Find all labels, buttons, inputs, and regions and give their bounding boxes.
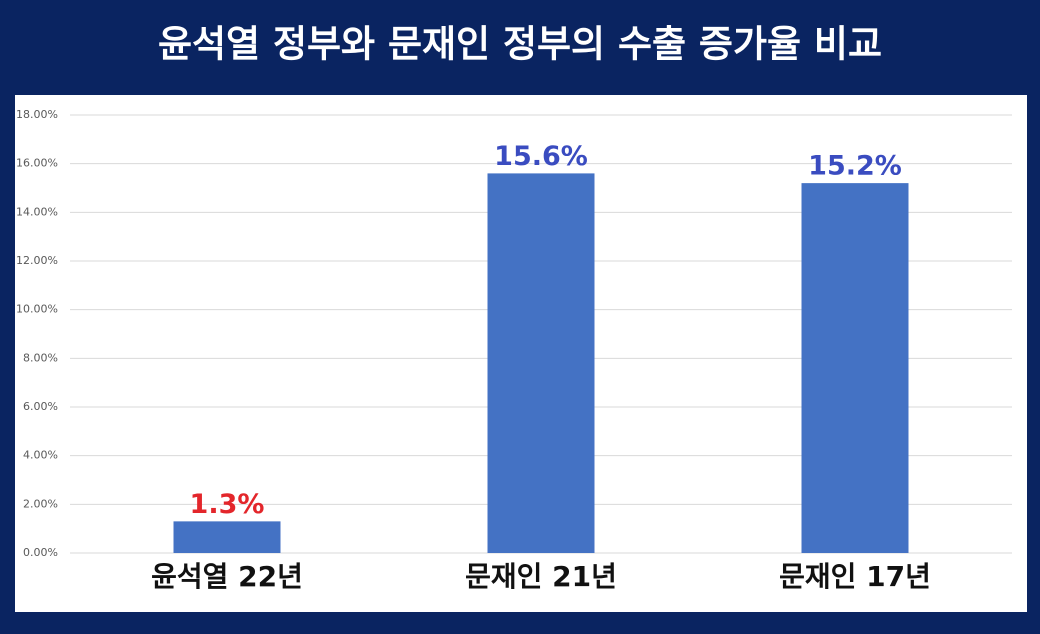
data-label: 1.3% — [190, 489, 265, 520]
y-tick-label: 6.00% — [23, 400, 58, 413]
bar — [801, 183, 909, 553]
x-tick-label: 문재인 21년 — [465, 560, 617, 593]
x-tick-label: 문재인 17년 — [779, 560, 931, 593]
y-tick-label: 14.00% — [16, 205, 58, 218]
data-label: 15.6% — [494, 141, 588, 172]
chart-title: 윤석열 정부와 문재인 정부의 수출 증가율 비교 — [158, 23, 882, 66]
y-tick-label: 8.00% — [23, 351, 58, 364]
bar — [173, 521, 281, 553]
y-tick-label: 10.00% — [16, 303, 58, 316]
y-tick-label: 0.00% — [23, 546, 58, 559]
y-tick-label: 16.00% — [16, 157, 58, 170]
x-tick-label: 윤석열 22년 — [151, 560, 303, 593]
data-label: 15.2% — [808, 151, 902, 182]
y-tick-label: 4.00% — [23, 449, 58, 462]
y-tick-label: 18.00% — [16, 108, 58, 121]
y-tick-label: 2.00% — [23, 497, 58, 510]
y-tick-label: 12.00% — [16, 254, 58, 267]
bar — [487, 173, 595, 553]
